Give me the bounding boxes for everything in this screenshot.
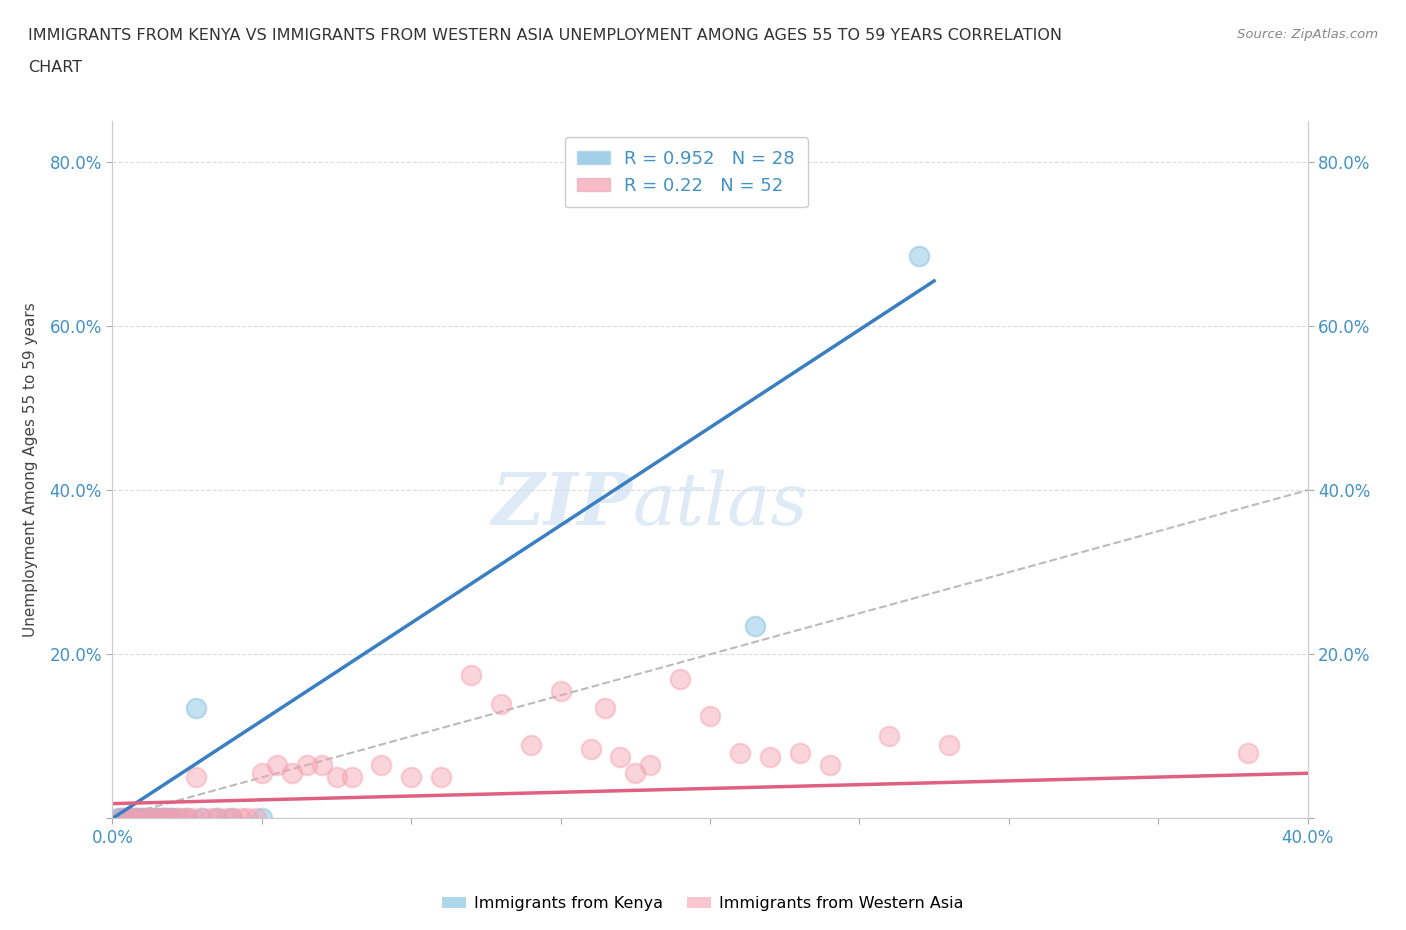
Point (205, 811, 228, 826)
Text: ZIP: ZIP (492, 469, 633, 540)
Point (295, 758, 318, 773)
Point (173, 811, 195, 826)
Point (595, 700, 617, 715)
Point (579, 741, 602, 756)
Point (340, 770, 363, 785)
Point (110, 811, 132, 826)
Point (155, 811, 177, 826)
Text: Source: ZipAtlas.com: Source: ZipAtlas.com (1237, 28, 1378, 41)
Point (141, 811, 163, 826)
Point (176, 811, 198, 826)
Point (110, 811, 132, 826)
Point (250, 811, 273, 826)
Point (221, 811, 243, 826)
Point (125, 811, 148, 826)
Point (167, 811, 190, 826)
Point (128, 811, 150, 826)
Point (250, 765, 273, 780)
Point (281, 765, 304, 780)
Point (520, 737, 543, 752)
Point (152, 811, 174, 826)
Point (669, 671, 692, 686)
Point (759, 750, 782, 764)
Point (245, 811, 267, 826)
Point (131, 811, 153, 826)
Point (138, 811, 160, 826)
Point (728, 745, 751, 760)
Point (176, 811, 198, 826)
Point (818, 758, 841, 773)
Point (1237, 745, 1260, 760)
Point (186, 770, 208, 785)
Point (908, 249, 931, 264)
Point (157, 811, 180, 826)
Point (624, 765, 647, 780)
Point (146, 811, 169, 826)
Text: atlas: atlas (633, 470, 808, 539)
Point (138, 811, 160, 826)
Point (460, 668, 482, 683)
Point (131, 811, 153, 826)
Point (430, 770, 453, 785)
Point (134, 811, 156, 826)
Point (191, 811, 214, 826)
Point (122, 811, 145, 826)
Point (325, 770, 347, 785)
Point (550, 684, 572, 698)
Point (221, 811, 243, 826)
Point (215, 811, 238, 826)
Point (370, 758, 392, 773)
Point (114, 811, 135, 826)
Point (146, 811, 169, 826)
Legend: R = 0.952   N = 28, R = 0.22   N = 52: R = 0.952 N = 28, R = 0.22 N = 52 (565, 137, 807, 207)
Point (938, 737, 960, 752)
Y-axis label: Unemployment Among Ages 55 to 59 years: Unemployment Among Ages 55 to 59 years (24, 302, 38, 637)
Point (236, 811, 259, 826)
Point (155, 811, 177, 826)
Point (152, 811, 174, 826)
Point (489, 696, 512, 711)
Point (120, 811, 142, 826)
Point (191, 811, 214, 826)
Point (117, 811, 139, 826)
Point (143, 811, 166, 826)
Point (141, 811, 163, 826)
Point (640, 758, 662, 773)
Point (107, 811, 129, 826)
Point (744, 618, 766, 633)
Point (117, 811, 139, 826)
Point (186, 700, 208, 715)
Point (125, 811, 148, 826)
Legend: Immigrants from Kenya, Immigrants from Western Asia: Immigrants from Kenya, Immigrants from W… (436, 890, 970, 917)
Point (120, 811, 142, 826)
Point (149, 811, 172, 826)
Point (266, 758, 288, 773)
Point (789, 745, 811, 760)
Point (311, 758, 333, 773)
Text: IMMIGRANTS FROM KENYA VS IMMIGRANTS FROM WESTERN ASIA UNEMPLOYMENT AMONG AGES 55: IMMIGRANTS FROM KENYA VS IMMIGRANTS FROM… (28, 28, 1062, 43)
Point (699, 709, 721, 724)
Point (181, 811, 204, 826)
Point (167, 811, 190, 826)
Point (205, 811, 228, 826)
Point (229, 811, 252, 826)
Point (609, 750, 631, 764)
Point (162, 811, 183, 826)
Text: CHART: CHART (28, 60, 82, 75)
Point (200, 811, 222, 826)
Point (401, 770, 423, 785)
Point (162, 811, 183, 826)
Point (879, 729, 901, 744)
